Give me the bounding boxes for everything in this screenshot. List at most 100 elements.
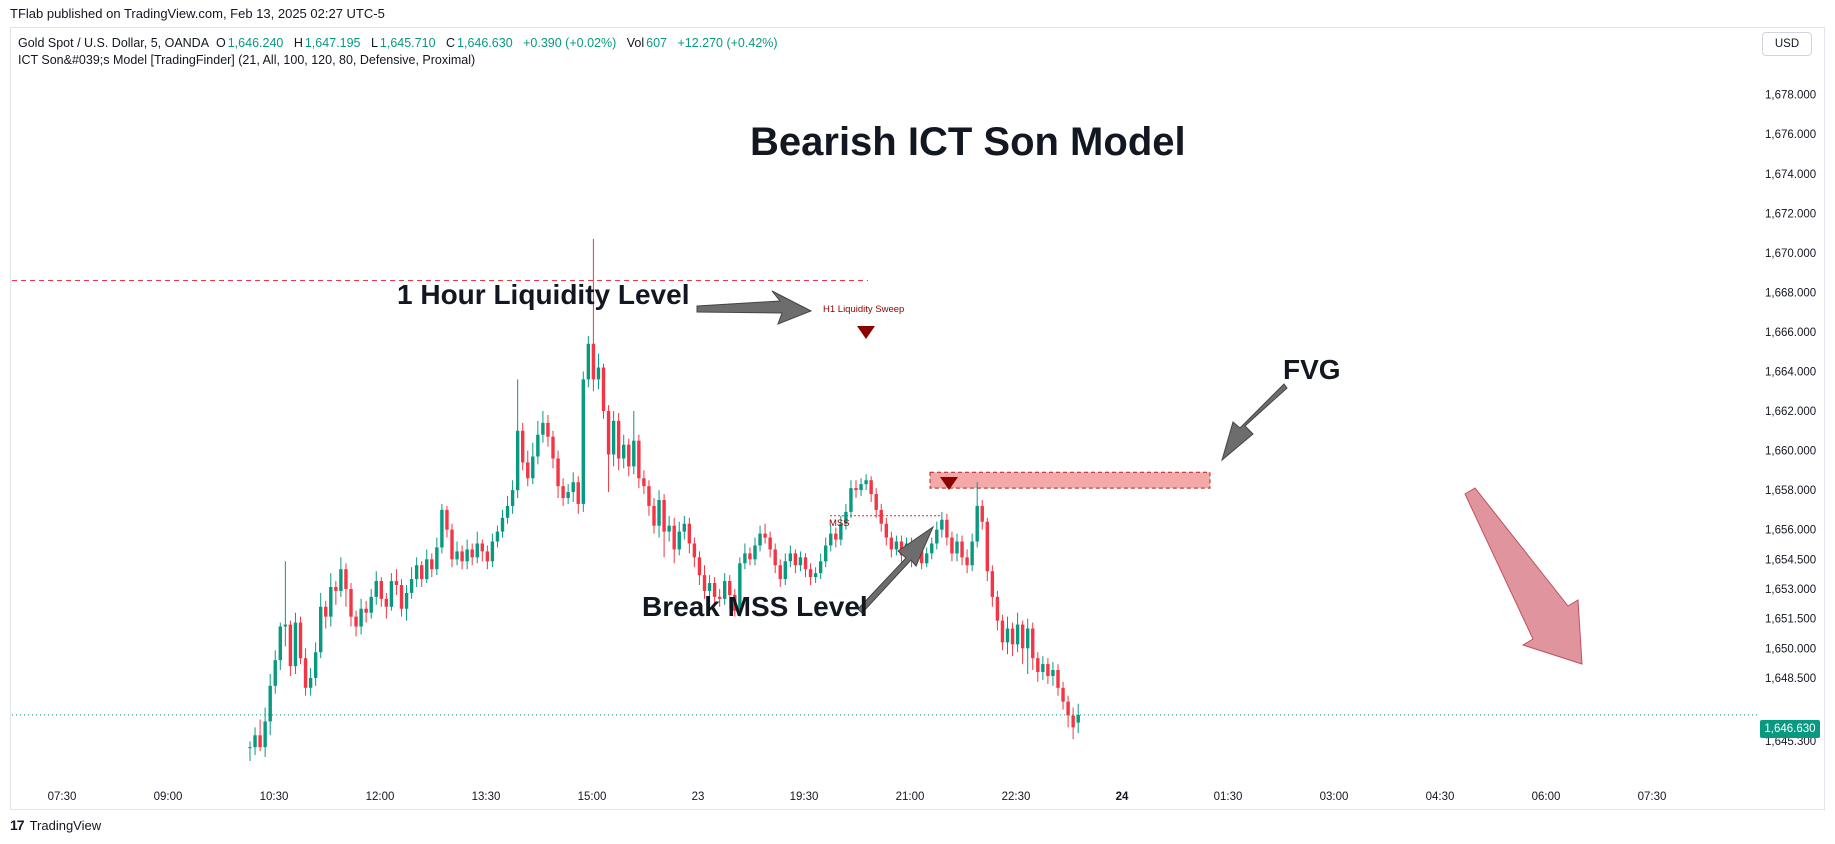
candle-body	[414, 565, 419, 580]
y-tick-label: 1,666.000	[1765, 327, 1816, 339]
axis-layer: 1,645.300 1,648.500 1,650.000 1,651.500 1,65…	[48, 90, 1817, 803]
candle-body	[813, 573, 818, 578]
candle-body	[546, 422, 550, 437]
candle-body	[268, 685, 272, 722]
x-tick-label: 24	[1116, 791, 1129, 803]
candle-body	[889, 537, 894, 550]
candle-body	[1020, 624, 1025, 649]
candle-body	[940, 519, 944, 530]
legend-symbol[interactable]: Gold Spot / U.S. Dollar, 5, OANDA	[18, 36, 210, 50]
candle-body	[1005, 628, 1010, 643]
last-price-badge: 1,646.630	[1760, 720, 1820, 738]
legend-vol: 607	[646, 36, 667, 50]
candle-body	[248, 747, 252, 749]
candle-body	[622, 444, 626, 459]
marker-layer	[857, 326, 958, 490]
x-tick-label: 10:30	[260, 791, 289, 803]
candle-body	[258, 735, 262, 748]
candle-body	[965, 557, 969, 566]
chart-title: Bearish ICT Son Model	[750, 120, 1186, 164]
candle-body	[440, 509, 444, 548]
candle-body	[682, 523, 686, 532]
candle-body	[1046, 664, 1050, 676]
x-tick-label: 06:00	[1532, 791, 1561, 803]
tradingview-brand[interactable]: TradingView	[29, 817, 102, 833]
candle-body	[642, 478, 646, 487]
mss-arrow-icon	[857, 525, 935, 614]
candle-body	[707, 583, 712, 591]
x-tick-label: 12:00	[366, 791, 395, 803]
candle-body	[859, 484, 863, 491]
y-tick-label: 1,670.000	[1765, 248, 1816, 260]
candle-body	[1015, 624, 1020, 645]
candle-body	[606, 411, 611, 455]
candle-body	[783, 561, 787, 580]
candle-body	[824, 545, 828, 562]
candle-body	[374, 581, 378, 597]
sweep-marker-icon	[857, 326, 875, 339]
candle-body	[985, 521, 989, 572]
candle-body	[788, 553, 793, 562]
legend-vol-label: Vol	[626, 36, 645, 50]
candle-body	[495, 531, 500, 542]
fvg-zone	[929, 471, 1211, 489]
x-tick-label: 07:30	[48, 791, 77, 803]
candle-body	[319, 606, 323, 653]
candle-body	[490, 541, 495, 562]
candle-body	[1026, 628, 1030, 649]
candle-body	[980, 505, 984, 522]
candle-body	[313, 652, 318, 678]
candle-body	[591, 343, 596, 380]
level-layer	[12, 280, 1757, 716]
candle-body	[566, 492, 570, 499]
chart-frame	[10, 27, 1825, 810]
candle-body	[743, 553, 747, 564]
legend-indicator[interactable]: ICT Son&#039;s Model [TradingFinder] (21…	[18, 53, 476, 67]
y-tick-label: 1,662.000	[1765, 406, 1816, 418]
fvg-label: FVG	[1283, 354, 1341, 385]
candle-body	[975, 505, 979, 542]
candle-body	[430, 559, 434, 570]
mss-label: MSS	[829, 518, 850, 529]
candle-body	[586, 343, 591, 380]
liquidity-arrow-icon	[696, 290, 813, 325]
candle-body	[601, 367, 606, 412]
candle-body	[758, 533, 762, 546]
candle-body	[420, 565, 424, 580]
candle-body	[793, 553, 798, 566]
candle-body	[450, 529, 454, 560]
candle-body	[869, 480, 873, 495]
tradingview-logo-icon[interactable]: 17	[10, 817, 25, 833]
mss-break-label: Break MSS Level	[642, 591, 868, 622]
candle-body	[445, 509, 449, 530]
candle-body	[253, 735, 257, 748]
candle-body	[293, 622, 298, 667]
x-tick-label: 07:30	[1638, 791, 1667, 803]
candle-body	[541, 422, 545, 435]
candle-body	[657, 499, 661, 526]
candle-body	[521, 430, 525, 463]
candle-body	[485, 551, 490, 562]
x-tick-label: 13:30	[472, 791, 501, 803]
candle-body	[505, 505, 510, 518]
candle-body	[536, 434, 540, 457]
y-tick-label: 1,668.000	[1765, 287, 1816, 299]
candle-body	[329, 586, 333, 617]
candle-body	[581, 379, 585, 504]
candle-body	[510, 490, 515, 506]
candle-body	[1066, 701, 1070, 716]
x-tick-label: 23	[692, 791, 705, 803]
currency-button[interactable]: USD	[1762, 32, 1812, 56]
legend-open: 1,646.240	[227, 36, 284, 50]
sweep-label: H1 Liquidity Sweep	[823, 304, 905, 315]
candle-body	[632, 440, 636, 467]
candle-body	[723, 581, 727, 599]
x-tick-label: 21:00	[896, 791, 925, 803]
candle-body	[945, 519, 949, 538]
candle-body	[662, 499, 666, 532]
chart-legend: Gold Spot / U.S. Dollar, 5, OANDA O 1,646…	[18, 35, 785, 69]
candle-body	[919, 551, 924, 564]
footer: 17 TradingView	[10, 817, 101, 833]
candle-body	[995, 596, 1000, 621]
